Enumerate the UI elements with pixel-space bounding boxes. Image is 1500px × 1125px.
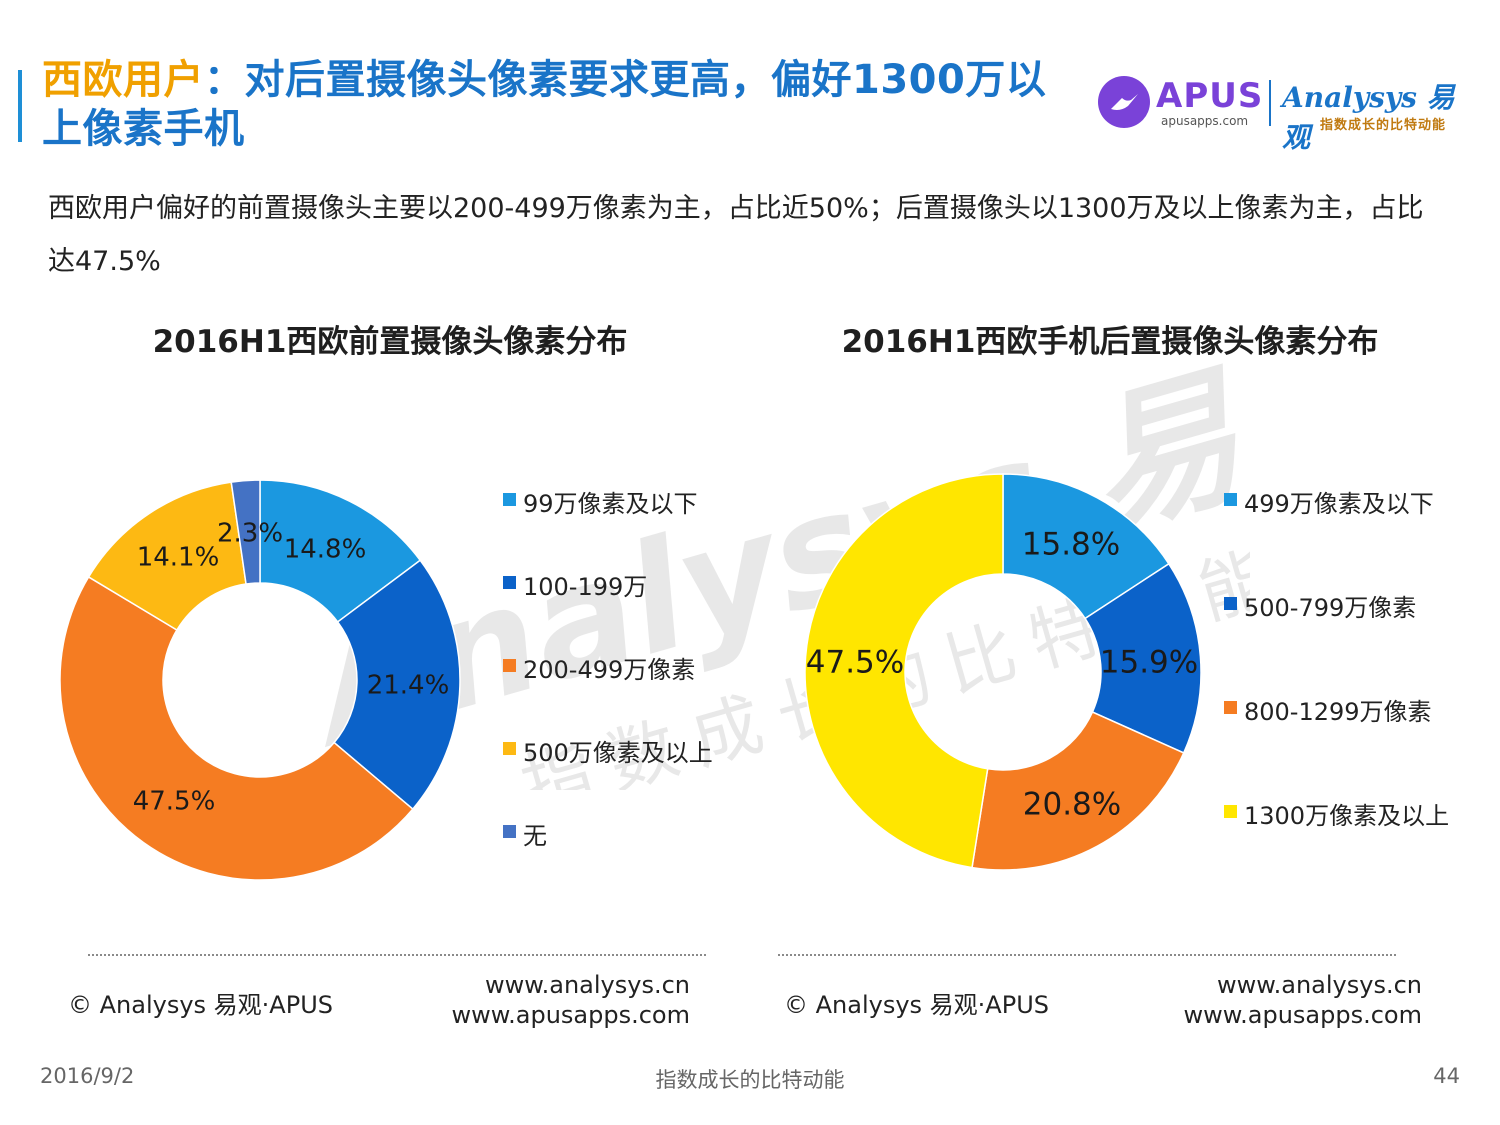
donut-slice-1-1	[1084, 562, 1202, 754]
donut-slice-0-3	[87, 481, 247, 632]
legend-label-1-1: 500-799万像素	[1244, 594, 1417, 622]
donut-slice-0-2	[59, 575, 414, 881]
slide-date: 2016/9/2	[40, 1064, 135, 1088]
title-main: ：对后置摄像头像素要求更高，偏好1300万以上像素手机	[42, 57, 1047, 152]
legend-swatch-1-2	[1224, 701, 1237, 714]
legend-swatch-0-0	[503, 493, 516, 506]
legend-swatch-1-1	[1224, 597, 1237, 610]
legend-label-0-1: 100-199万	[523, 573, 648, 601]
legend-swatch-1-3	[1224, 805, 1237, 818]
rear-camera-donut-chart: 15.8% 15.9% 20.8% 47.5%	[804, 473, 1202, 871]
legend-swatch-0-3	[503, 742, 516, 755]
copyright-left: © Analysys 易观·APUS	[68, 991, 333, 1019]
footer-divider-left	[88, 954, 706, 956]
legend-label-1-0: 499万像素及以下	[1244, 490, 1434, 518]
slide-slogan: 指数成长的比特动能	[655, 1068, 845, 1092]
donut-slice-0-1	[333, 559, 461, 811]
footer-urls-right: www.analysys.cn www.apusapps.com	[1150, 970, 1422, 1030]
rear-camera-legend: 499万像素及以下 500-799万像素 800-1299万像素 1300万像素及以上	[1224, 484, 1484, 844]
page-number: 44	[1433, 1064, 1460, 1088]
legend-label-1-3: 1300万像素及以上	[1244, 802, 1450, 830]
donut-slice-1-0	[1002, 473, 1170, 620]
front-camera-donut-chart: 14.8% 21.4% 47.5% 14.1%2.3%	[59, 479, 461, 881]
footer-divider-right	[778, 954, 1396, 956]
logo-divider	[1269, 80, 1271, 126]
analysys-logo-slogan: 指数成长的比特动能	[1320, 118, 1447, 133]
page-title: 西欧用户：对后置摄像头像素要求更高，偏好1300万以上像素手机	[42, 56, 1082, 154]
data-label-0-3: 14.1%	[137, 543, 220, 573]
donut-slice-1-3	[804, 473, 1004, 869]
legend-label-0-3: 500万像素及以上	[523, 739, 713, 767]
data-label-1-0: 15.8%	[1022, 527, 1120, 563]
footer-url-analysys-left: www.analysys.cn	[484, 971, 690, 999]
apus-logo-icon	[1098, 76, 1150, 128]
description-text: 西欧用户偏好的前置摄像头主要以200-499万像素为主，占比近50%；后置摄像头…	[48, 193, 1424, 277]
footer-urls-left: www.analysys.cn www.apusapps.com	[420, 970, 690, 1030]
donut-slice-0-0	[259, 479, 422, 623]
legend-label-0-4: 无	[523, 822, 547, 850]
legend-label-0-0: 99万像素及以下	[523, 490, 698, 518]
copyright-right: © Analysys 易观·APUS	[784, 991, 1049, 1019]
donut-slice-1-2	[971, 711, 1185, 871]
data-label-1-3: 47.5%	[806, 645, 904, 681]
footer-url-apus-left: www.apusapps.com	[451, 1001, 690, 1029]
data-label-1-2: 20.8%	[1023, 787, 1121, 823]
legend-swatch-0-4	[503, 825, 516, 838]
analysys-logo-text: Analysys 易观	[1282, 81, 1455, 154]
chart-title-front: 2016H1西欧前置摄像头像素分布	[152, 324, 628, 360]
brand-logos: APUS apusapps.com Analysys 易观 指数成长的比特动能	[1098, 70, 1478, 154]
data-label-1-1: 15.9%	[1100, 645, 1198, 681]
title-accent-bar	[18, 70, 22, 142]
legend-swatch-1-0	[1224, 493, 1237, 506]
footer-url-analysys-right: www.analysys.cn	[1216, 971, 1422, 999]
apus-logo-subtext: apusapps.com	[1161, 114, 1249, 128]
legend-label-1-2: 800-1299万像素	[1244, 698, 1432, 726]
title-highlight: 西欧用户	[42, 57, 204, 103]
legend-label-0-2: 200-499万像素	[523, 656, 696, 684]
data-label-0-0: 14.8%	[284, 535, 367, 565]
legend-swatch-0-2	[503, 659, 516, 672]
data-label-0-1: 21.4%	[367, 671, 450, 701]
data-label-0-4: 2.3%	[217, 519, 283, 549]
chart-title-rear: 2016H1西欧手机后置摄像头像素分布	[841, 324, 1379, 360]
apus-bird-icon	[1111, 94, 1138, 110]
front-camera-legend: 99万像素及以下 100-199万 200-499万像素 500万像素及以上无	[503, 484, 763, 864]
data-label-0-2: 47.5%	[133, 787, 216, 817]
donut-slice-0-4	[230, 479, 261, 585]
legend-swatch-0-1	[503, 576, 516, 589]
footer-url-apus-right: www.apusapps.com	[1183, 1001, 1422, 1029]
apus-logo-text: APUS	[1156, 76, 1264, 116]
